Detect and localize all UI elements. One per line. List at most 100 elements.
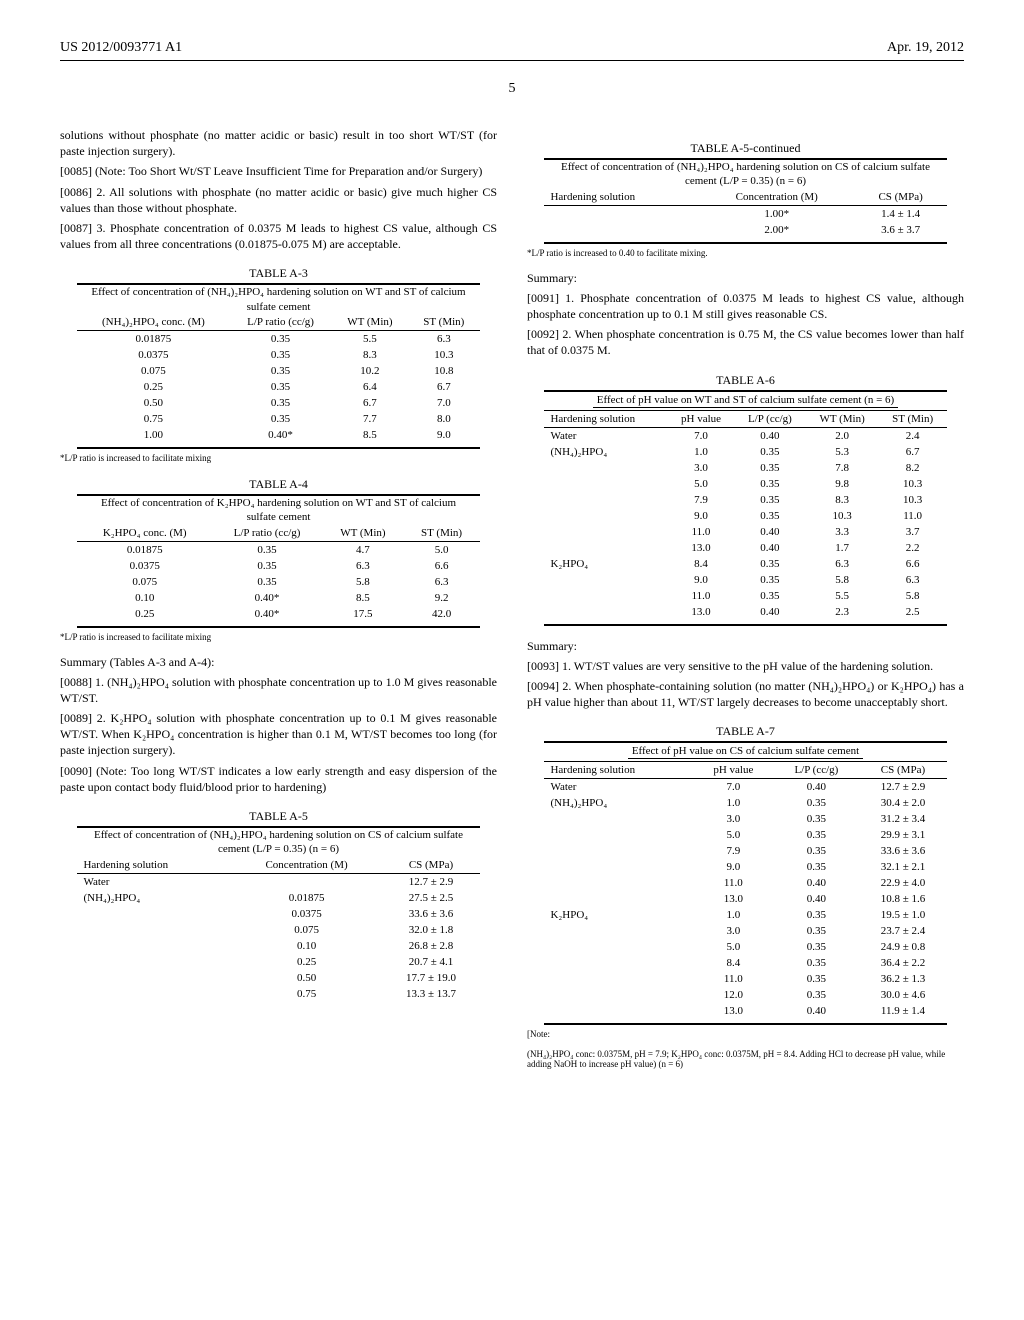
paragraph-0091: [0091] 1. Phosphate concentration of 0.0… <box>527 290 964 322</box>
table-cell: 13.0 <box>668 540 734 556</box>
table-cell: 27.5 ± 2.5 <box>382 890 479 906</box>
table-row: 3.00.357.88.2 <box>544 460 946 476</box>
table-cell: 30.4 ± 2.0 <box>859 795 946 811</box>
table-row: 0.037533.6 ± 3.6 <box>77 906 479 922</box>
table-cell: 1.0 <box>693 795 773 811</box>
table-cell <box>544 875 693 891</box>
table-cell: 19.5 ± 1.0 <box>859 907 946 923</box>
table-row: 0.750.357.78.0 <box>77 411 479 427</box>
table-a7-label: TABLE A-7 <box>527 724 964 739</box>
table-cell: 32.0 ± 1.8 <box>382 922 479 938</box>
table-cell: 0.40* <box>229 427 331 443</box>
table-cell <box>544 205 698 222</box>
table-cell: 9.0 <box>408 427 479 443</box>
table-cell: 0.35 <box>229 363 331 379</box>
col-header: L/P ratio (cc/g) <box>212 525 322 542</box>
table-cell: 33.6 ± 3.6 <box>382 906 479 922</box>
table-cell: 1.7 <box>806 540 879 556</box>
table-row: 7.90.358.310.3 <box>544 492 946 508</box>
table-cell: Water <box>77 873 230 890</box>
col-header: L/P (cc/g) <box>773 762 859 779</box>
table-a5: Effect of concentration of (NH₄)₂HPO₄ ha… <box>77 826 479 1002</box>
table-cell: 1.00 <box>77 427 229 443</box>
para-num-0094: [0094] <box>527 679 559 693</box>
table-cell: 0.35 <box>734 476 805 492</box>
col-header: Hardening solution <box>544 410 667 427</box>
table-cell <box>77 922 230 938</box>
table-cell: 0.25 <box>77 379 229 395</box>
table-cell: 0.10 <box>231 938 383 954</box>
page-header: US 2012/0093771 A1 Apr. 19, 2012 <box>60 40 964 61</box>
table-a5c-caption: Effect of concentration of (NH₄)₂HPO₄ ha… <box>544 159 946 189</box>
table-cell: 5.3 <box>806 444 879 460</box>
table-cell: 2.00* <box>699 222 855 238</box>
table-a5-label: TABLE A-5 <box>60 809 497 824</box>
table-cell: 6.3 <box>879 572 947 588</box>
table-cell: 9.0 <box>693 859 773 875</box>
para-num-0090: [0090] <box>60 764 92 778</box>
table-row: 9.00.355.86.3 <box>544 572 946 588</box>
table-cell: 8.5 <box>332 427 408 443</box>
table-cell: 8.5 <box>322 590 404 606</box>
table-cell: 12.0 <box>693 987 773 1003</box>
para-text-0092: 2. When phosphate concentration is 0.75 … <box>527 327 964 357</box>
table-cell: Water <box>544 427 667 444</box>
table-cell: 0.35 <box>734 492 805 508</box>
col-header: ST (Min) <box>879 410 947 427</box>
table-cell: 32.1 ± 2.1 <box>859 859 946 875</box>
table-cell: 0.35 <box>734 508 805 524</box>
table-cell: 11.0 <box>693 971 773 987</box>
table-cell <box>544 859 693 875</box>
table-cell <box>544 843 693 859</box>
table-cell: 10.8 ± 1.6 <box>859 891 946 907</box>
table-cell: 6.7 <box>879 444 947 460</box>
table-cell <box>544 588 667 604</box>
table-a3-body: 0.018750.355.56.30.03750.358.310.30.0750… <box>77 330 479 443</box>
table-cell: 17.7 ± 19.0 <box>382 970 479 986</box>
table-cell: 2.2 <box>879 540 947 556</box>
table-cell: 8.4 <box>693 955 773 971</box>
table-cell: 3.0 <box>668 460 734 476</box>
col-header: WT (Min) <box>806 410 879 427</box>
table-cell: 5.8 <box>806 572 879 588</box>
para-text-0088: 1. (NH₄)₂HPO₄ solution with phosphate co… <box>60 675 497 705</box>
col-header: CS (MPa) <box>855 189 947 206</box>
table-cell: 0.35 <box>773 827 859 843</box>
table-row: 0.250.356.46.7 <box>77 379 479 395</box>
table-cell: (NH₄)₂HPO₄ <box>77 890 230 906</box>
table-cell <box>77 938 230 954</box>
table-cell: 0.35 <box>734 588 805 604</box>
para-text-0085: (Note: Too Short Wt/ST Leave Insufficien… <box>92 164 482 178</box>
table-a7-footnote-label: [Note: <box>527 1029 964 1039</box>
col-header: pH value <box>693 762 773 779</box>
col-header: Hardening solution <box>544 762 693 779</box>
table-row: 1.00*1.4 ± 1.4 <box>544 205 946 222</box>
table-a5-caption: Effect of concentration of (NH₄)₂HPO₄ ha… <box>77 827 479 857</box>
table-a6-header-row: Hardening solution pH value L/P (cc/g) W… <box>544 410 946 427</box>
table-cell: 3.6 ± 3.7 <box>855 222 947 238</box>
table-row: 0.5017.7 ± 19.0 <box>77 970 479 986</box>
publication-date: Apr. 19, 2012 <box>887 40 964 56</box>
table-cell: 11.0 <box>668 524 734 540</box>
table-row: 0.2520.7 ± 4.1 <box>77 954 479 970</box>
para-num-0092: [0092] <box>527 327 559 341</box>
table-cell: 10.3 <box>408 347 479 363</box>
table-cell: 0.0375 <box>77 558 211 574</box>
table-cell: 42.0 <box>404 606 480 622</box>
table-cell: 0.01875 <box>231 890 383 906</box>
table-cell <box>544 811 693 827</box>
table-cell: 9.0 <box>668 572 734 588</box>
table-row: 13.00.402.32.5 <box>544 604 946 620</box>
para-text-0089: 2. K₂HPO₄ solution with phosphate concen… <box>60 711 497 757</box>
table-cell: 12.7 ± 2.9 <box>382 873 479 890</box>
para-num-0089: [0089] <box>60 711 92 725</box>
table-cell: 0.35 <box>773 907 859 923</box>
para-num-0087: [0087] <box>60 221 92 235</box>
table-cell: 0.35 <box>773 843 859 859</box>
col-header: L/P ratio (cc/g) <box>229 314 331 331</box>
table-cell: 1.0 <box>693 907 773 923</box>
table-cell: 4.7 <box>322 541 404 558</box>
table-row: 13.00.401.72.2 <box>544 540 946 556</box>
table-row: 0.07532.0 ± 1.8 <box>77 922 479 938</box>
table-cell: 8.3 <box>332 347 408 363</box>
